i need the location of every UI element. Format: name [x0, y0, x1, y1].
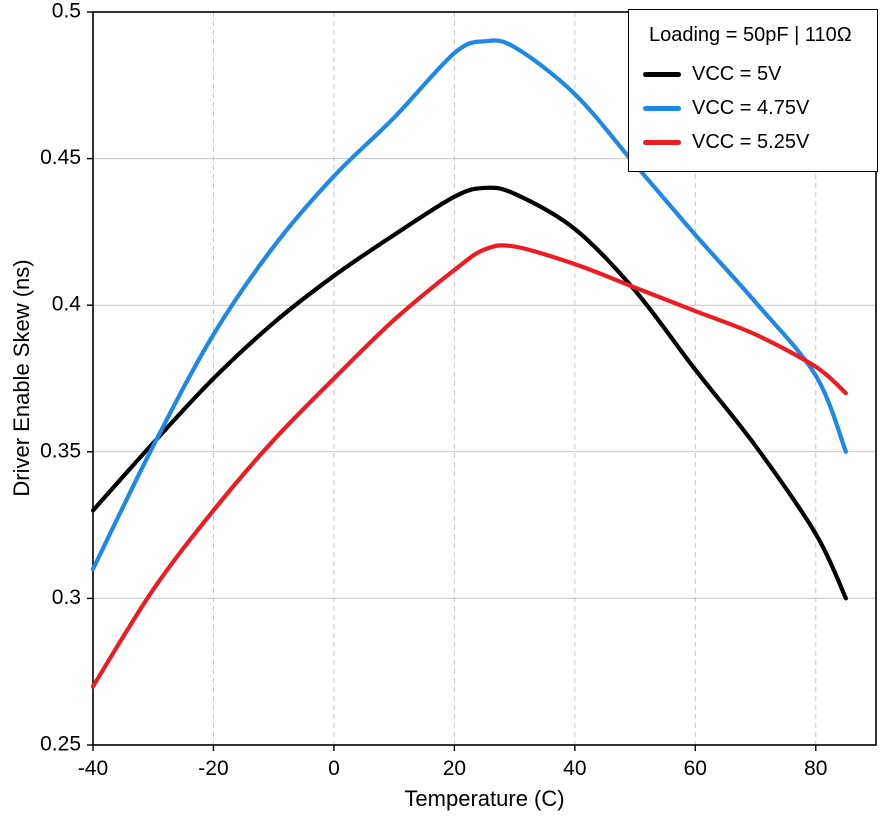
legend-item-vcc-4-75v: VCC = 4.75V: [643, 91, 863, 125]
legend-label-vcc-4-75v: VCC = 4.75V: [692, 96, 810, 119]
x-tick-label: 60: [684, 757, 707, 780]
x-tick-label: 0: [328, 757, 340, 780]
legend: Loading = 50pF | 110Ω VCC = 5V VCC = 4.7…: [628, 9, 878, 172]
y-tick-label: 0.25: [40, 733, 81, 756]
x-tick-label: 20: [443, 757, 466, 780]
y-tick-label: 0.3: [52, 586, 81, 609]
plot-border: [92, 11, 877, 746]
x-tick-label: 40: [563, 757, 586, 780]
legend-title: Loading = 50pF | 110Ω: [649, 24, 852, 46]
y-tick-label: 0.5: [52, 0, 81, 23]
x-tick-label: -20: [198, 757, 228, 780]
legend-swatch-vcc-4-75v: [643, 105, 681, 111]
legend-swatch-vcc-5v: [643, 71, 681, 77]
series-line-0: [90, 185, 848, 601]
y-tick-label: 0.4: [52, 293, 82, 316]
series-line-1: [90, 38, 848, 572]
x-tick-label: -40: [78, 757, 108, 780]
legend-label-vcc-5v: VCC = 5V: [692, 62, 782, 85]
legend-swatch-vcc-5-25v: [643, 139, 681, 145]
x-axis-title: Temperature (C): [404, 786, 565, 811]
y-tick-label: 0.35: [40, 439, 81, 462]
y-axis-title: Driver Enable Skew (ns): [9, 259, 34, 497]
legend-item-vcc-5-25v: VCC = 5.25V: [643, 125, 863, 159]
y-tick-label: 0.45: [40, 146, 81, 169]
legend-label-vcc-5-25v: VCC = 5.25V: [692, 130, 810, 153]
series-line-2: [90, 243, 848, 689]
legend-item-vcc-5v: VCC = 5V: [643, 57, 863, 91]
x-tick-label: 80: [804, 757, 827, 780]
